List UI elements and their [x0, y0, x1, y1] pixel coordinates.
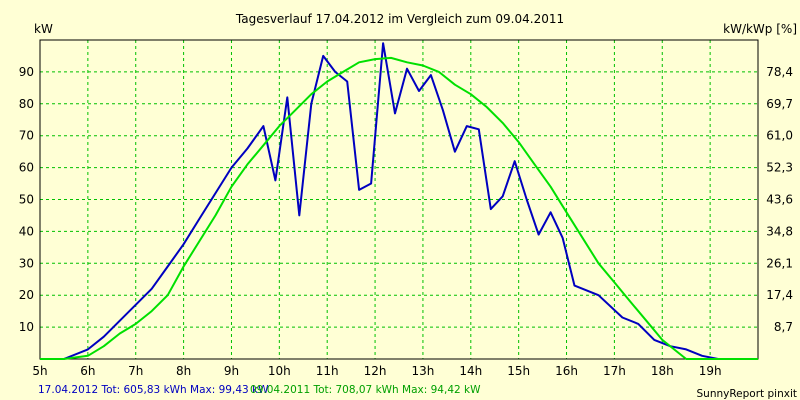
- legend-series-1: 17.04.2012 Tot: 605,83 kWh Max: 99,43 kW: [38, 384, 269, 396]
- y2-tick-label: 34,8: [766, 224, 793, 238]
- x-tick-label: 17h: [603, 364, 626, 378]
- y-tick-label: 90: [19, 65, 34, 79]
- chart-title: Tagesverlauf 17.04.2012 im Vergleich zum…: [235, 12, 564, 26]
- legend-series-2: 09.04.2011 Tot: 708,07 kWh Max: 94,42 kW: [250, 384, 481, 396]
- y2-tick-label: 8,7: [774, 320, 793, 334]
- x-tick-label: 9h: [224, 364, 239, 378]
- x-tick-label: 7h: [128, 364, 143, 378]
- y-tick-label: 10: [19, 320, 34, 334]
- x-tick-label: 15h: [507, 364, 530, 378]
- x-tick-label: 16h: [555, 364, 578, 378]
- x-tick-label: 6h: [80, 364, 95, 378]
- grid-layer: [40, 40, 758, 359]
- x-tick-label: 12h: [364, 364, 387, 378]
- y-tick-label: 20: [19, 288, 34, 302]
- y-tick-label: 60: [19, 161, 34, 175]
- y2-axis-label: kW/kWp [%]: [723, 22, 797, 36]
- x-tick-label: 18h: [651, 364, 674, 378]
- series-line-1: [40, 42, 758, 360]
- y2-tick-label: 26,1: [766, 256, 793, 270]
- y-axis-label: kW: [34, 22, 53, 36]
- y2-tick-label: 61,0: [766, 129, 793, 143]
- y-tick-label: 30: [19, 256, 34, 270]
- y2-tick-label: 17,4: [766, 288, 793, 302]
- x-tick-label: 19h: [699, 364, 722, 378]
- x-tick-label: 14h: [459, 364, 482, 378]
- plot-frame: [39, 39, 759, 360]
- y-tick-label: 40: [19, 224, 34, 238]
- y-tick-label: 70: [19, 129, 34, 143]
- y-tick-label: 50: [19, 193, 34, 207]
- series-layer: [40, 42, 758, 360]
- y2-tick-label: 43,6: [766, 193, 793, 207]
- x-tick-label: 11h: [316, 364, 339, 378]
- y-tick-label: 80: [19, 97, 34, 111]
- credit-text: SunnyReport pinxit: [697, 388, 797, 400]
- series-line-2: [40, 56, 758, 360]
- x-tick-label: 13h: [411, 364, 434, 378]
- x-tick-label: 8h: [176, 364, 191, 378]
- x-tick-label: 10h: [268, 364, 291, 378]
- x-tick-label: 5h: [32, 364, 47, 378]
- y2-tick-label: 69,7: [766, 97, 793, 111]
- y2-tick-label: 52,3: [766, 161, 793, 175]
- tick-layer: 5h 6h 7h 8h 9h 10h 11h 12h 13h 14h 15h 16h 17h 18h 19h…: [19, 65, 793, 378]
- y2-tick-label: 78,4: [766, 65, 793, 79]
